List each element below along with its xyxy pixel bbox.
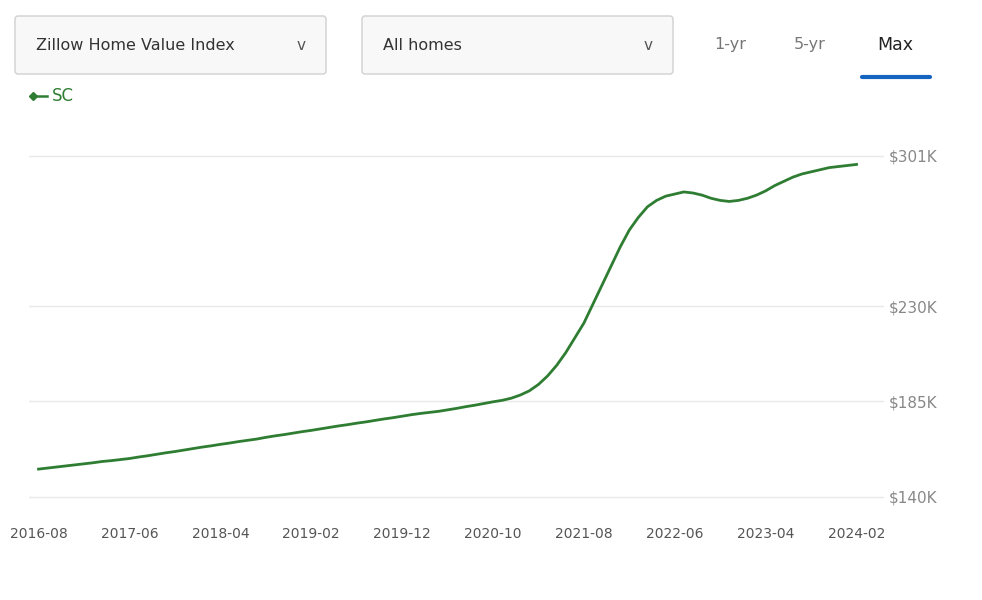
Text: v: v: [297, 37, 305, 52]
Text: SC: SC: [52, 87, 74, 105]
Text: v: v: [643, 37, 652, 52]
FancyBboxPatch shape: [15, 16, 326, 74]
Text: 1-yr: 1-yr: [714, 37, 746, 52]
FancyBboxPatch shape: [362, 16, 673, 74]
Text: Zillow Home Value Index: Zillow Home Value Index: [36, 37, 235, 52]
Text: All homes: All homes: [383, 37, 462, 52]
Text: 5-yr: 5-yr: [794, 37, 826, 52]
Text: Max: Max: [877, 36, 913, 54]
